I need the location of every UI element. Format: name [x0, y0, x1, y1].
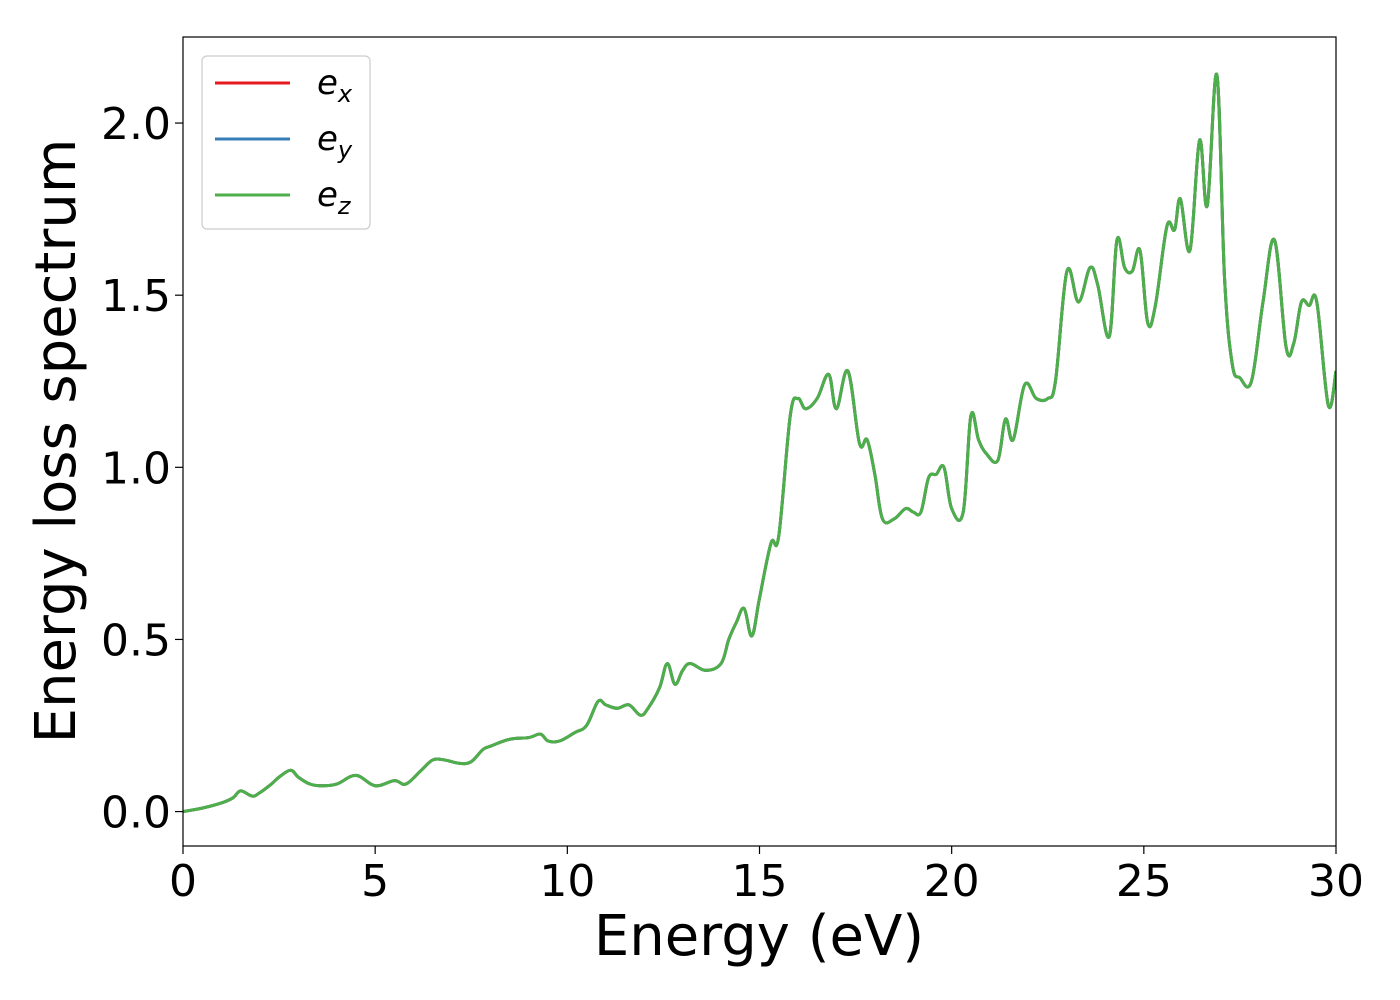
x-axis-ticks: 0 5 10 15 20 25 30: [169, 846, 1364, 907]
x-tick-label: 0: [169, 856, 197, 907]
y-tick-label: 0.0: [101, 788, 171, 839]
x-axis-label: Energy (eV): [594, 904, 924, 969]
y-axis-label: Energy loss spectrum: [24, 139, 89, 744]
legend: ex ey ez: [201, 55, 371, 230]
y-tick-label: 1.5: [101, 271, 171, 322]
legend-label-e-x: ex: [317, 63, 353, 108]
series-layer: [183, 72, 1336, 814]
x-tick-label: 20: [924, 856, 980, 907]
x-tick-label: 5: [361, 856, 389, 907]
y-tick-label: 0.5: [101, 615, 171, 666]
x-tick-label: 30: [1308, 856, 1364, 907]
x-tick-label: 10: [539, 856, 595, 907]
y-tick-label: 1.0: [101, 443, 171, 494]
series-line-e-z: [183, 72, 1336, 814]
y-axis-ticks: 0.0 0.5 1.0 1.5 2.0: [101, 99, 183, 839]
y-tick-label: 2.0: [101, 99, 171, 150]
x-tick-label: 15: [732, 856, 788, 907]
legend-box: [201, 55, 371, 230]
legend-label-e-y: ey: [317, 119, 353, 164]
x-tick-label: 25: [1116, 856, 1172, 907]
legend-label-e-z: ez: [317, 175, 352, 220]
